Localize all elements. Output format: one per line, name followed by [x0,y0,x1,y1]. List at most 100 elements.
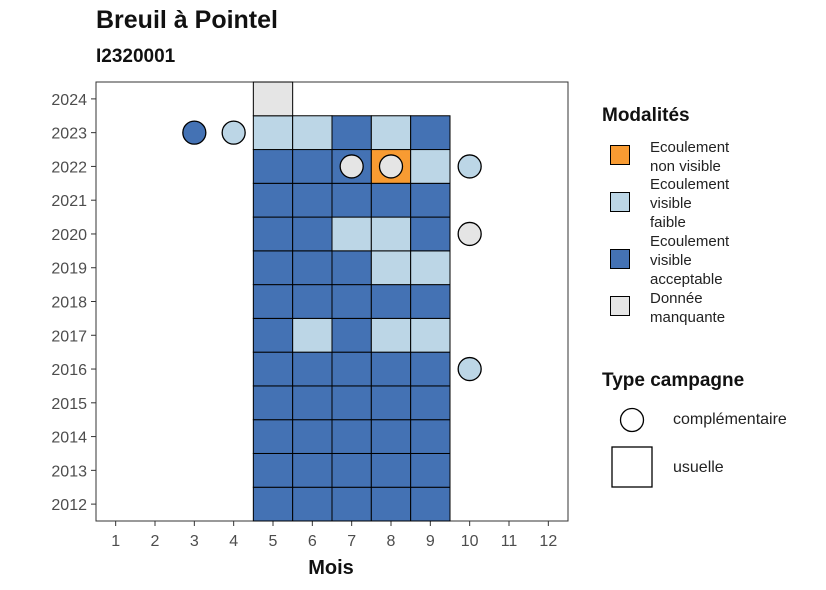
tile-2023-9 [410,115,451,151]
tile-2020-7 [331,216,372,252]
tile-2012-8 [370,486,412,522]
tiles-layer [252,81,451,522]
axes: 1 2 3 4 5 6 7 8 9 10 11 122012201320142015201620172… [51,92,557,550]
legend-swatch-acceptable [610,249,630,269]
x-tick-label: 6 [308,533,317,550]
tile-2022-9 [410,149,451,184]
x-tick-label: 2 [151,533,160,550]
legend-line: Ecoulement [650,233,730,250]
tile-2014-5 [252,419,294,454]
tile-2022-6 [292,149,333,184]
point-2023-4 [221,120,246,145]
tile-2021-6 [292,182,333,218]
tile-2017-8 [370,317,412,353]
y-tick-label: 2018 [51,295,87,312]
tile-2015-5 [252,385,294,421]
legend-line: manquante [650,309,726,326]
chart-subtitle: I2320001 [96,46,176,67]
y-tick-label: 2015 [51,396,87,413]
legend-label-usuelle: usuelle [673,459,724,476]
y-tick-label: 2023 [51,126,87,143]
point-2020-10 [457,221,482,247]
legend-swatch-non-visible [610,145,630,165]
y-tick-label: 2020 [51,227,87,244]
legend-line: Ecoulement [650,176,730,193]
tile-2012-7 [331,486,372,522]
tile-2019-7 [331,250,372,286]
tile-2019-6 [292,250,333,286]
tile-2021-5 [252,182,294,218]
x-tick-label: 9 [426,533,435,550]
tile-2012-6 [292,486,333,522]
tile-2015-7 [331,385,372,421]
legend-square-icon [611,446,653,488]
tile-2023-5 [252,115,294,151]
tile-2013-7 [331,452,372,488]
y-tick-label: 2022 [51,159,87,176]
x-tick-label: 4 [229,533,238,550]
x-tick-label: 5 [269,533,278,550]
legend-line: faible [650,214,686,231]
x-tick-label: 7 [347,533,356,550]
tile-2018-8 [370,284,412,319]
legend-label-manquante: Donnée manquante [650,289,770,327]
y-tick-label: 2017 [51,328,87,345]
legend-line: acceptable [650,271,723,288]
legend-swatch-faible [610,192,630,212]
x-tick-label: 12 [539,533,557,550]
legend-line: non visible [650,158,721,175]
tile-2012-5 [252,486,294,522]
tile-2016-5 [252,351,294,387]
tile-2021-7 [331,182,372,218]
y-tick-label: 2021 [51,193,87,210]
x-tick-label: 8 [387,533,396,550]
legend-shape-title: Type campagne [602,370,745,391]
tile-2013-9 [410,452,451,488]
tile-2013-6 [292,452,333,488]
tile-2015-8 [370,385,412,421]
tile-2022-5 [252,149,294,184]
tile-2017-9 [410,317,451,353]
tile-2020-9 [410,216,451,252]
tile-2019-5 [252,250,294,286]
tile-2023-8 [370,115,412,151]
tile-2016-9 [410,351,451,387]
tile-2023-6 [292,115,333,151]
tile-2015-6 [292,385,333,421]
x-tick-label: 1 [111,533,120,550]
tile-2018-5 [252,284,294,319]
tile-2017-6 [292,317,333,353]
y-tick-label: 2016 [51,362,87,379]
legend-line: Donnée [650,290,703,307]
tile-2014-7 [331,419,372,454]
legend-label-non-visible: Ecoulement non visible [650,138,770,176]
chart-title: Breuil à Pointel [96,6,278,34]
y-tick-label: 2019 [51,261,87,278]
tile-2016-8 [370,351,412,387]
legend: Modalités Ecoulement non visible Ecoulem… [600,100,822,500]
legend-line: visible [650,252,692,269]
legend-fill-title: Modalités [602,105,690,126]
tile-2014-9 [410,419,451,454]
tile-2015-9 [410,385,451,421]
x-tick-label: 11 [501,533,518,550]
legend-label-faible: Ecoulement visible faible [650,175,770,232]
point-2023-3 [182,120,207,145]
y-tick-label: 2024 [51,92,87,109]
legend-line: visible [650,195,692,212]
point-2016-10 [457,356,482,382]
x-tick-label: 3 [190,533,199,550]
y-tick-label: 2014 [51,430,87,447]
tile-2020-8 [370,216,412,252]
tile-2012-9 [410,486,451,522]
x-axis-title: Mois [308,557,354,579]
legend-label-acceptable: Ecoulement visible acceptable [650,232,770,289]
tile-2016-6 [292,351,333,387]
tile-2017-7 [331,317,372,353]
point-2022-10 [457,154,482,179]
y-tick-label: 2013 [51,463,87,480]
tile-2013-8 [370,452,412,488]
legend-line: Ecoulement [650,139,730,156]
legend-swatch-manquante [610,296,630,316]
